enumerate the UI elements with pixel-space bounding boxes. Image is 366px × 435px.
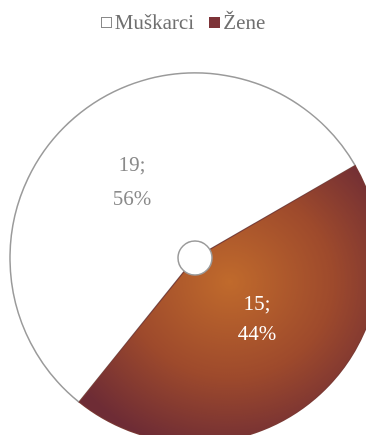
legend-item-zene: Žene [209,10,265,35]
data-label-muskarci-percent: 56% [113,186,152,210]
pie-center-hole [177,240,213,276]
legend-item-muskarci: Muškarci [100,10,195,35]
legend-label-zene: Žene [223,10,266,34]
legend-label-muskarci: Muškarci [114,10,195,34]
chart-legend: Muškarci Žene [0,10,366,35]
pie-slice-muskarci [9,72,357,404]
data-label-zene-percent: 44% [238,321,277,345]
data-label-muskarci-value: 19; [119,152,146,176]
data-label-zene-value: 15; [244,291,271,315]
legend-swatch-muskarci [100,17,112,28]
legend-swatch-zene [209,17,221,28]
